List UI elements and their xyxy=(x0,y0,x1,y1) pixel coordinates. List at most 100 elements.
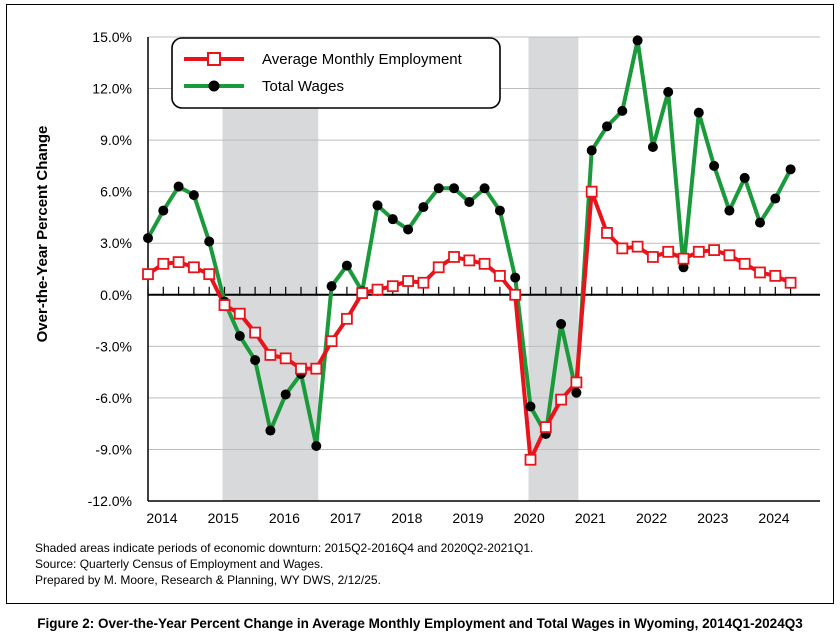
legend-box xyxy=(171,37,501,109)
employment-point xyxy=(723,249,736,262)
x-tick-label: 2015 xyxy=(208,510,239,526)
employment-point xyxy=(218,299,231,311)
wages-point xyxy=(494,205,505,216)
axis-layer: 15.0% 12.0% 9.0% 6.0% 3.0% 0.0% -3.0% -6.0% -9.0… xyxy=(88,29,820,526)
employment-point xyxy=(157,257,170,270)
wages-point xyxy=(449,183,459,194)
y-tick-label: 15.0% xyxy=(92,29,132,45)
figure-caption: Figure 2: Over-the-Year Percent Change i… xyxy=(37,616,803,631)
employment-point xyxy=(295,362,307,375)
employment-point xyxy=(647,251,659,263)
x-tick-label: 2018 xyxy=(391,510,422,526)
employment-point xyxy=(616,242,629,255)
employment-point xyxy=(233,307,246,320)
wages-point xyxy=(755,217,765,228)
employment-point xyxy=(585,185,598,198)
wages-point xyxy=(234,331,245,342)
wages-point xyxy=(280,389,291,400)
series-layer xyxy=(142,35,797,466)
employment-point xyxy=(478,257,491,270)
note-shaded-areas: Shaded areas indicate periods of economi… xyxy=(35,541,534,555)
wages-point xyxy=(433,183,444,194)
x-tick-label: 2021 xyxy=(575,510,606,526)
x-tick-label: 2014 xyxy=(146,510,177,526)
wages-point xyxy=(647,141,658,152)
wages-point xyxy=(265,425,276,436)
employment-point xyxy=(340,312,353,325)
employment-point xyxy=(279,352,292,365)
wages-point xyxy=(724,205,735,216)
legend-label-employment: Average Monthly Employment xyxy=(262,51,463,68)
wages-point xyxy=(326,281,337,292)
y-tick-label: -3.0% xyxy=(95,338,132,354)
employment-point xyxy=(417,276,430,289)
wages-point xyxy=(387,214,398,225)
y-axis-label: Over-the-Year Percent Change xyxy=(34,126,51,343)
wages-point xyxy=(571,387,582,398)
employment-point xyxy=(738,257,751,270)
y-tick-label: 9.0% xyxy=(100,132,132,148)
legend-label-wages: Total Wages xyxy=(262,78,344,95)
employment-point xyxy=(493,269,506,282)
employment-point xyxy=(754,266,766,279)
employment-point xyxy=(264,349,277,361)
note-source: Source: Quarterly Census of Employment a… xyxy=(35,557,324,571)
line-chart: 15.0% 12.0% 9.0% 6.0% 3.0% 0.0% -3.0% -6.0% -9.0… xyxy=(34,29,820,526)
wages-point xyxy=(173,181,184,192)
wages-point xyxy=(464,196,475,207)
wages-point xyxy=(693,107,704,118)
wages-point xyxy=(311,441,322,452)
wages-point xyxy=(158,205,169,216)
employment-point xyxy=(570,376,583,389)
shaded-period-2 xyxy=(528,37,579,501)
wages-point xyxy=(525,401,536,412)
x-tick-label: 2019 xyxy=(452,510,483,526)
employment-point xyxy=(463,254,476,267)
employment-point xyxy=(631,240,644,253)
note-prepared-by: Prepared by M. Moore, Research & Plannin… xyxy=(35,573,381,587)
employment-point xyxy=(371,283,384,296)
legend-marker-wages xyxy=(208,80,220,92)
wages-point xyxy=(250,355,261,366)
employment-point xyxy=(325,335,338,348)
y-tick-label: 6.0% xyxy=(100,184,132,200)
wages-point xyxy=(403,224,414,235)
wages-point xyxy=(632,35,643,46)
wages-point xyxy=(372,200,383,211)
wages-point xyxy=(586,145,597,156)
employment-point xyxy=(187,261,200,274)
employment-point xyxy=(310,362,323,375)
legend: Average Monthly Employment Total Wages xyxy=(171,37,501,109)
figure-frame xyxy=(6,4,834,604)
employment-point xyxy=(402,275,415,287)
x-tick-label: 2017 xyxy=(330,510,361,526)
y-tick-label: -6.0% xyxy=(95,390,132,406)
x-tick-label: 2020 xyxy=(514,510,545,526)
y-tick-label: 12.0% xyxy=(92,81,132,97)
employment-point xyxy=(601,227,613,239)
x-tick-label: 2022 xyxy=(636,510,667,526)
wages-point xyxy=(770,193,781,204)
employment-point xyxy=(677,252,690,265)
x-tick-label: 2024 xyxy=(758,510,789,526)
employment-point xyxy=(524,453,537,466)
wages-point xyxy=(556,318,567,329)
employment-point xyxy=(784,276,797,289)
employment-point xyxy=(448,251,460,263)
wages-point xyxy=(479,183,490,194)
wages-point xyxy=(143,233,153,244)
employment-point xyxy=(555,393,567,406)
employment-point xyxy=(356,287,369,299)
employment-point xyxy=(708,244,720,256)
wages-point xyxy=(341,260,352,271)
wages-point xyxy=(602,121,612,132)
y-tick-label: -12.0% xyxy=(88,493,132,509)
wages-point xyxy=(663,86,674,97)
wages-point xyxy=(418,202,429,213)
wages-point xyxy=(678,262,689,273)
employment-point xyxy=(769,269,782,282)
x-tick-label: 2016 xyxy=(269,510,300,526)
employment-point xyxy=(172,256,185,269)
employment-point xyxy=(539,421,552,434)
wages-point xyxy=(204,236,215,247)
